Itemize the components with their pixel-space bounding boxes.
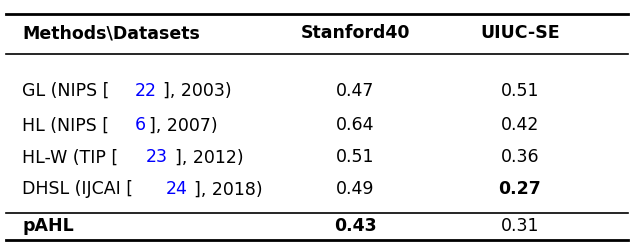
Text: 23: 23 xyxy=(146,148,168,167)
Text: GL (NIPS [: GL (NIPS [ xyxy=(22,82,110,100)
Text: 0.49: 0.49 xyxy=(336,180,374,199)
Text: HL-W (TIP [: HL-W (TIP [ xyxy=(22,148,119,167)
Text: 0.51: 0.51 xyxy=(336,148,374,167)
Text: 6: 6 xyxy=(134,116,146,135)
Text: Stanford40: Stanford40 xyxy=(301,24,410,42)
Text: 0.47: 0.47 xyxy=(336,82,374,100)
Text: 0.51: 0.51 xyxy=(501,82,539,100)
Text: ], 2018): ], 2018) xyxy=(193,180,262,199)
Text: 24: 24 xyxy=(165,180,187,199)
Text: Methods\Datasets: Methods\Datasets xyxy=(22,24,200,42)
Text: 0.64: 0.64 xyxy=(336,116,374,135)
Text: 22: 22 xyxy=(135,82,157,100)
Text: ], 2012): ], 2012) xyxy=(174,148,243,167)
Text: ], 2003): ], 2003) xyxy=(164,82,232,100)
Text: 0.43: 0.43 xyxy=(333,217,377,235)
Text: 0.31: 0.31 xyxy=(501,217,539,235)
Text: UIUC-SE: UIUC-SE xyxy=(480,24,560,42)
Text: pAHL: pAHL xyxy=(22,217,74,235)
Text: 0.42: 0.42 xyxy=(501,116,539,135)
Text: DHSL (IJCAI [: DHSL (IJCAI [ xyxy=(22,180,133,199)
Text: ], 2007): ], 2007) xyxy=(149,116,217,135)
Text: 0.36: 0.36 xyxy=(501,148,539,167)
Text: HL (NIPS [: HL (NIPS [ xyxy=(22,116,109,135)
Text: 0.27: 0.27 xyxy=(498,180,541,199)
